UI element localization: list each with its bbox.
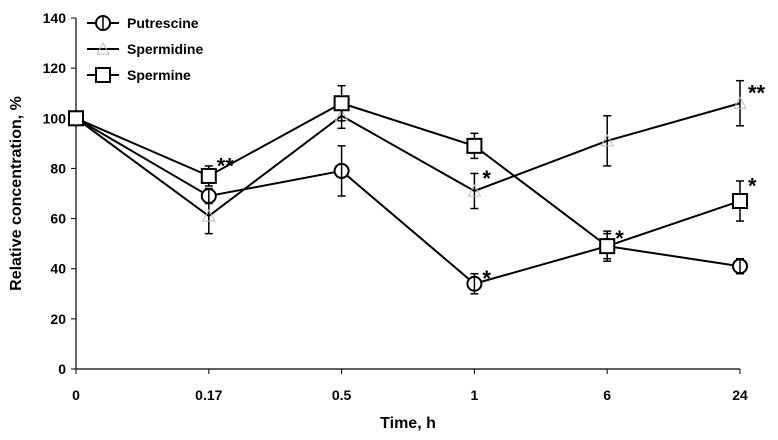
y-tick-label: 140 bbox=[43, 10, 67, 26]
legend-item-spermidine: Spermidine bbox=[87, 41, 203, 57]
data-point-spermine bbox=[68, 110, 84, 127]
data-point-spermidine bbox=[467, 183, 482, 197]
significance-marker: * bbox=[615, 226, 624, 251]
legend-label-spermine: Spermine bbox=[127, 67, 191, 83]
x-tick-label: 24 bbox=[732, 387, 748, 403]
y-tick-label: 60 bbox=[50, 211, 66, 227]
data-point-spermidine bbox=[600, 133, 615, 147]
series-line-putrescine bbox=[75, 117, 741, 285]
x-tick-label: 1 bbox=[471, 387, 479, 403]
data-point-spermine bbox=[599, 238, 616, 255]
error-bar-spermidine bbox=[736, 79, 744, 127]
significance-marker: * bbox=[482, 266, 491, 291]
y-tick-label: 100 bbox=[43, 110, 67, 126]
y-tick-label: 120 bbox=[43, 60, 67, 76]
legend-symbol-spermidine bbox=[87, 41, 119, 55]
error-bar-spermidine bbox=[603, 115, 612, 167]
x-tick-label: 0 bbox=[72, 387, 80, 403]
series-spermidine bbox=[69, 79, 747, 235]
significance-marker: ** bbox=[748, 81, 766, 106]
significance-marker: * bbox=[482, 166, 491, 191]
series-spermine bbox=[68, 84, 748, 260]
x-axis-ticks: 0 0.17 0.5 1 6 24 bbox=[72, 369, 748, 403]
series-line-spermidine bbox=[75, 102, 741, 218]
y-tick-label: 20 bbox=[50, 311, 66, 327]
legend-symbol-putrescine bbox=[87, 15, 119, 31]
y-axis-title: Relative concentration, % bbox=[8, 96, 25, 291]
data-point-spermine bbox=[732, 193, 748, 210]
axes bbox=[75, 18, 740, 370]
legend: Putrescine Spermidine Spermine bbox=[87, 15, 203, 83]
x-axis-title: Time, h bbox=[380, 415, 436, 432]
y-tick-label: 40 bbox=[50, 261, 66, 277]
legend-marker bbox=[95, 67, 111, 83]
data-point-spermidine bbox=[733, 96, 747, 109]
annotations: ******** bbox=[217, 81, 766, 292]
x-tick-label: 0.5 bbox=[332, 387, 352, 403]
y-axis-ticks: 0 20 40 60 80 100 120 140 bbox=[43, 10, 76, 377]
x-tick-label: 6 bbox=[603, 387, 611, 403]
data-point-spermine bbox=[200, 167, 217, 184]
data-point-spermidine bbox=[201, 209, 216, 222]
y-tick-label: 0 bbox=[58, 361, 66, 377]
significance-marker: ** bbox=[217, 153, 235, 178]
series-putrescine bbox=[68, 110, 748, 295]
series-layer bbox=[68, 79, 748, 295]
legend-symbol-spermine bbox=[87, 67, 119, 83]
y-tick-label: 80 bbox=[50, 160, 66, 176]
significance-marker: * bbox=[748, 173, 757, 198]
legend-label-putrescine: Putrescine bbox=[127, 15, 199, 31]
x-tick-label: 0.17 bbox=[195, 387, 222, 403]
error-bar-spermidine bbox=[470, 172, 479, 210]
data-point-spermine bbox=[466, 137, 483, 154]
legend-label-spermidine: Spermidine bbox=[127, 41, 203, 57]
series-line-spermine bbox=[75, 102, 741, 248]
legend-item-putrescine: Putrescine bbox=[87, 15, 199, 31]
legend-item-spermine: Spermine bbox=[87, 67, 191, 83]
legend-marker bbox=[96, 41, 110, 55]
data-point-spermine bbox=[333, 95, 350, 112]
